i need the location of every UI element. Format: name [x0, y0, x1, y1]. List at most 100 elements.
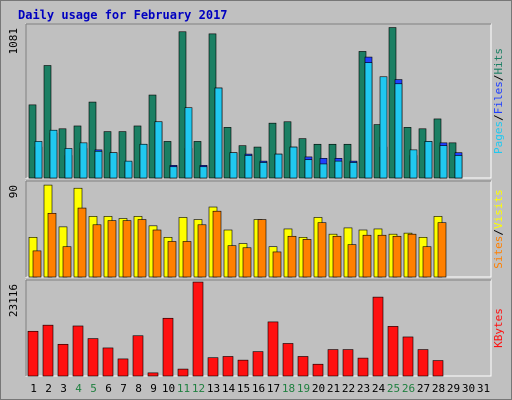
kbytes-bar-day-15 — [237, 359, 249, 377]
x-tick-day-15: 15 — [237, 382, 250, 395]
sites-bar-day-26 — [407, 233, 417, 278]
x-tick-day-21: 21 — [327, 382, 340, 395]
x-tick-day-24: 24 — [372, 382, 386, 395]
x-tick-day-1: 1 — [30, 382, 37, 395]
kbytes-bar-day-14 — [222, 356, 234, 377]
kbytes-bar-day-28 — [432, 360, 444, 377]
pages-bar-day-2 — [49, 129, 58, 179]
sites-bar-day-2 — [47, 212, 57, 278]
sites-bar-day-14 — [227, 245, 237, 278]
sites-bar-day-10 — [167, 241, 177, 278]
sites-bar-day-12 — [197, 224, 207, 278]
pages-bar-day-13 — [214, 87, 223, 179]
pages-bar-day-25 — [394, 83, 403, 179]
panel-3-series-label: KBytes — [492, 308, 505, 348]
sites-bar-day-7 — [122, 220, 132, 278]
hits-bar-day-10 — [163, 141, 172, 179]
pages-bar-day-5 — [94, 150, 103, 179]
hits-bar-day-12 — [193, 141, 202, 179]
pages-bar-day-10 — [169, 166, 178, 179]
sites-bar-day-9 — [152, 229, 162, 278]
pages-bar-day-9 — [154, 121, 163, 179]
kbytes-bar-day-2 — [42, 324, 54, 377]
x-tick-day-9: 9 — [150, 382, 157, 395]
sites-bar-day-21 — [332, 235, 342, 278]
sites-bar-day-20 — [317, 222, 327, 278]
panel-1-ymax-label: 1081 — [7, 28, 20, 55]
sites-bar-day-15 — [242, 247, 252, 278]
sites-bar-day-1 — [32, 250, 42, 278]
pages-bar-day-8 — [139, 143, 148, 179]
pages-bar-day-16 — [259, 162, 268, 179]
x-tick-day-29: 29 — [447, 382, 460, 395]
pages-bar-day-15 — [244, 155, 253, 179]
kbytes-bar-day-8 — [132, 335, 144, 377]
panel-1-label-part-1: / — [492, 114, 505, 121]
x-tick-day-10: 10 — [162, 382, 175, 395]
kbytes-bar-day-6 — [102, 347, 114, 377]
sites-bar-day-24 — [377, 234, 387, 278]
x-tick-day-27: 27 — [417, 382, 430, 395]
kbytes-bar-day-24 — [372, 296, 384, 377]
sites-bar-day-19 — [302, 239, 312, 278]
sites-bar-day-28 — [437, 222, 447, 278]
x-tick-day-4: 4 — [75, 382, 82, 395]
kbytes-bar-day-10 — [162, 317, 174, 377]
kbytes-bar-day-5 — [87, 338, 99, 377]
pages-bar-day-24 — [379, 76, 388, 179]
x-tick-day-19: 19 — [297, 382, 310, 395]
kbytes-bar-day-22 — [342, 349, 354, 377]
x-tick-day-28: 28 — [432, 382, 445, 395]
pages-bar-day-18 — [289, 146, 298, 179]
hits-bar-day-2 — [43, 65, 52, 179]
pages-bar-day-1 — [34, 141, 43, 179]
pages-bar-day-3 — [64, 148, 73, 179]
pages-bar-day-29 — [454, 155, 463, 179]
kbytes-bar-day-3 — [57, 343, 69, 377]
kbytes-bar-day-23 — [357, 357, 369, 377]
pages-bar-day-26 — [409, 149, 418, 179]
sites-bar-day-17 — [272, 251, 282, 278]
sites-bar-day-18 — [287, 235, 297, 278]
kbytes-bar-day-25 — [387, 326, 399, 377]
sites-bar-day-5 — [92, 224, 102, 278]
x-tick-day-17: 17 — [267, 382, 280, 395]
x-tick-day-25: 25 — [387, 382, 400, 395]
x-tick-day-22: 22 — [342, 382, 355, 395]
pages-bar-day-14 — [229, 152, 238, 179]
x-tick-day-2: 2 — [45, 382, 52, 395]
sites-bar-day-8 — [137, 219, 147, 278]
x-tick-day-13: 13 — [207, 382, 220, 395]
kbytes-bar-day-26 — [402, 336, 414, 377]
pages-bar-day-28 — [439, 145, 448, 179]
panel-1-label-part-0: Pages — [492, 121, 505, 154]
pages-bar-day-4 — [79, 142, 88, 179]
panel-2-label-part-2: Visits — [492, 189, 505, 229]
kbytes-bar-day-27 — [417, 349, 429, 377]
kbytes-bar-day-1 — [27, 330, 39, 377]
sites-bar-day-25 — [392, 235, 402, 278]
kbytes-bar-day-20 — [312, 363, 324, 377]
x-tick-day-31: 31 — [477, 382, 490, 395]
x-tick-day-30: 30 — [462, 382, 475, 395]
sites-bar-day-23 — [362, 234, 372, 278]
sites-bar-day-22 — [347, 244, 357, 278]
panel-2-label-part-1: / — [492, 229, 505, 236]
sites-bar-day-13 — [212, 210, 222, 278]
sites-bar-day-3 — [62, 246, 72, 278]
panel-1-label-part-2: Files — [492, 81, 505, 114]
x-tick-day-20: 20 — [312, 382, 325, 395]
panel-2-series-label: Sites/Visits — [492, 189, 505, 269]
kbytes-bar-day-21 — [327, 349, 339, 377]
hits-bar-day-17 — [268, 122, 277, 179]
sites-bar-day-4 — [77, 207, 87, 278]
sites-bar-day-6 — [107, 220, 117, 278]
sites-bar-day-27 — [422, 246, 432, 278]
kbytes-bar-day-11 — [177, 368, 189, 377]
kbytes-bar-day-18 — [282, 343, 294, 377]
kbytes-bar-day-9 — [147, 372, 159, 377]
panel-3-label-part-0: KBytes — [492, 308, 505, 348]
x-tick-day-11: 11 — [177, 382, 190, 395]
pages-bar-day-6 — [109, 152, 118, 179]
kbytes-bar-day-7 — [117, 358, 129, 377]
